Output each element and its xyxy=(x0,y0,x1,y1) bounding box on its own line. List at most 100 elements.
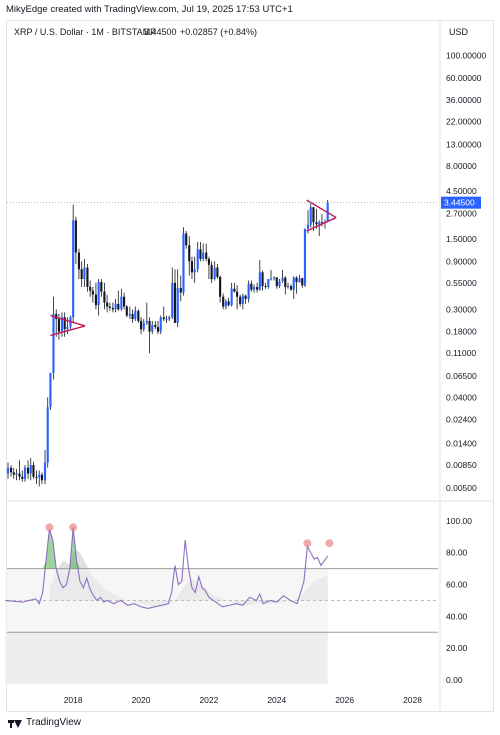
candle-body xyxy=(269,278,273,280)
price-tick-label: 8.00000 xyxy=(446,161,477,171)
time-tick-label: 2024 xyxy=(267,695,286,705)
candle-body xyxy=(80,269,83,280)
candle-body xyxy=(289,286,293,290)
candle-body xyxy=(286,286,290,288)
price-tick-label: 0.90000 xyxy=(446,256,477,266)
triangle-line-lower xyxy=(306,216,337,232)
candle-body xyxy=(156,327,160,332)
triangle-line-upper xyxy=(306,199,337,219)
candle-body xyxy=(131,313,134,320)
candle-body xyxy=(213,267,216,280)
chart-attribution: MikyEdge created with TradingView.com, J… xyxy=(6,4,293,15)
candle-body xyxy=(176,287,179,323)
candle-body xyxy=(264,286,267,288)
last-price-marker: 3.44500 xyxy=(7,196,481,209)
candle-body xyxy=(125,306,128,316)
price-tick-label: 0.01400 xyxy=(446,438,477,448)
tradingview-logo-icon xyxy=(8,718,22,728)
candle-body xyxy=(162,317,165,320)
candle-body xyxy=(306,224,310,229)
price-tick-label: 4.50000 xyxy=(446,186,477,196)
price-tick-label: 2.70000 xyxy=(446,208,477,218)
candle-body xyxy=(66,327,69,330)
time-tick-label: 2026 xyxy=(335,695,354,705)
candle-body xyxy=(227,301,230,306)
candle-body xyxy=(111,307,114,310)
currency-label: USD xyxy=(449,27,469,37)
candle-body xyxy=(123,296,126,307)
candle-body xyxy=(38,474,41,478)
candle-body xyxy=(128,313,131,316)
footer-brand: TradingView xyxy=(26,717,82,728)
candle-body xyxy=(275,277,278,287)
candle-body xyxy=(261,272,264,287)
price-tick-label: 13.00000 xyxy=(446,140,482,150)
time-axis: 2018 2020 2022 2024 2026 2028 xyxy=(64,695,423,705)
candle-body xyxy=(315,222,318,225)
candle-body xyxy=(100,282,103,292)
legend-price: 3.44500 xyxy=(144,27,177,37)
candle-body xyxy=(6,467,10,474)
candle-body xyxy=(139,320,143,330)
candle-body xyxy=(193,269,196,273)
rsi-overbought-marker xyxy=(45,523,54,532)
candle-body xyxy=(171,282,174,318)
triangle-line-lower xyxy=(50,325,86,337)
last-price-label: 3.44500 xyxy=(444,198,475,208)
candle-body xyxy=(292,277,295,290)
candle-body xyxy=(60,317,64,332)
candle-body xyxy=(241,295,244,304)
candle-body xyxy=(298,278,301,283)
candle-body xyxy=(97,282,100,306)
price-tick-label: 0.02400 xyxy=(446,415,477,425)
candle-body xyxy=(320,222,324,224)
candle-body xyxy=(190,261,194,273)
candle-body xyxy=(236,291,239,297)
rsi-tick-label: 100.00 xyxy=(446,516,472,526)
candle-body xyxy=(94,294,97,306)
price-tick-label: 100.00000 xyxy=(446,50,486,60)
candle-body xyxy=(55,313,58,320)
price-tick-label: 0.18000 xyxy=(446,327,477,337)
rsi-lower-fill xyxy=(5,632,328,685)
candle-body xyxy=(239,296,242,304)
candle-body xyxy=(252,287,256,290)
candle-body xyxy=(173,282,177,323)
candle-body xyxy=(151,324,154,332)
candle-body xyxy=(120,296,123,310)
rsi-tick-label: 0.00 xyxy=(446,675,463,685)
last-price-badge xyxy=(441,196,481,209)
candle-body xyxy=(154,324,157,328)
candle-body xyxy=(199,249,202,259)
candle-body xyxy=(258,272,261,290)
candle-body xyxy=(72,220,75,318)
legend-change: +0.02857 (+0.84%) xyxy=(180,27,257,37)
candle-body xyxy=(182,233,185,293)
candle-body xyxy=(295,277,298,283)
price-tick-label: 60.00000 xyxy=(446,73,482,83)
price-tick-label: 0.00850 xyxy=(446,460,477,470)
candle-body xyxy=(318,222,321,225)
candle-body xyxy=(216,267,219,277)
candle-body xyxy=(43,462,47,481)
candle-body xyxy=(18,473,21,477)
candlestick-series xyxy=(6,200,329,487)
candle-body xyxy=(309,207,312,225)
candle-body xyxy=(142,322,145,330)
candle-body xyxy=(273,277,276,279)
candle-body xyxy=(205,252,208,259)
candle-body xyxy=(256,287,259,290)
rsi-line xyxy=(5,527,329,609)
candle-body xyxy=(312,207,315,223)
chart-frame xyxy=(6,20,494,712)
candle-body xyxy=(114,303,117,310)
candle-body xyxy=(83,267,86,280)
legend-symbol: XRP / U.S. Dollar · 1M · BITSTAMP xyxy=(14,27,156,37)
candle-body xyxy=(74,220,77,253)
candle-body xyxy=(29,465,32,474)
candle-body xyxy=(91,290,94,295)
candle-body xyxy=(196,249,199,270)
time-tick-label: 2028 xyxy=(403,695,422,705)
candle-body xyxy=(284,277,287,288)
